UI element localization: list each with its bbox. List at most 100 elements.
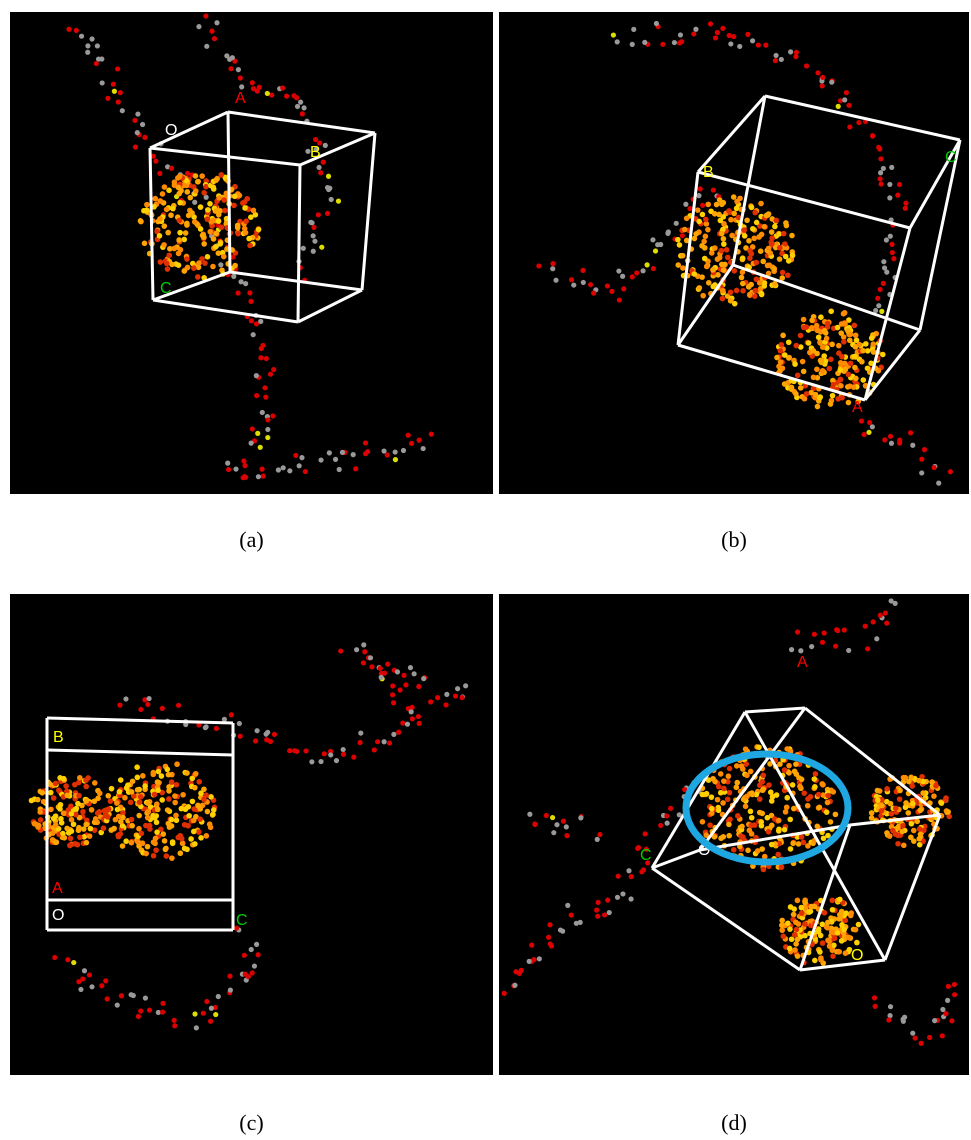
atom — [908, 430, 914, 436]
atom — [374, 739, 381, 745]
cluster-atom — [145, 800, 151, 807]
cluster-atom — [730, 194, 737, 200]
cluster-atom — [794, 936, 801, 943]
cluster-atom — [57, 806, 63, 812]
cluster-atom — [34, 796, 41, 803]
atom — [371, 747, 377, 753]
atom — [897, 440, 903, 446]
atom — [269, 92, 275, 98]
atom — [389, 692, 396, 698]
cluster-atom — [134, 787, 141, 793]
cluster-atom — [786, 355, 792, 361]
cluster-atom — [854, 939, 860, 946]
atom — [369, 664, 375, 670]
cluster-atom — [855, 398, 862, 405]
cluster-atom — [830, 377, 836, 384]
atom — [550, 261, 556, 267]
atom — [215, 993, 221, 1000]
atom — [390, 683, 396, 689]
atom — [252, 738, 259, 744]
cluster-atom — [210, 236, 217, 242]
cluster-atom — [817, 339, 823, 345]
cluster-atom — [198, 790, 204, 797]
cluster-atom — [879, 351, 886, 358]
atom — [316, 164, 322, 171]
cluster-atom — [805, 796, 811, 802]
cluster-atom — [191, 806, 198, 812]
cluster-atom — [216, 195, 223, 201]
cluster-atom — [758, 290, 765, 297]
cluster-atom — [726, 789, 733, 796]
atom — [378, 674, 384, 680]
cluster-atom — [798, 834, 805, 840]
cluster-atom — [842, 950, 849, 956]
cluster-atom — [842, 917, 849, 924]
atom — [230, 254, 236, 260]
atom — [400, 447, 407, 454]
cluster-atom — [819, 344, 826, 351]
cluster-atom — [100, 825, 107, 832]
cluster-atom — [846, 946, 853, 953]
atom — [557, 927, 564, 933]
cluster-atom — [168, 779, 175, 785]
cluster-atom — [108, 785, 115, 792]
atom — [939, 1033, 945, 1039]
cluster-atom — [77, 774, 83, 781]
atom — [224, 53, 230, 59]
cluster-atom — [203, 833, 210, 839]
cluster-atom — [134, 764, 140, 770]
atom — [878, 181, 884, 187]
atom — [115, 99, 121, 105]
atom — [255, 474, 262, 480]
atom — [931, 464, 937, 471]
cluster-atom — [87, 825, 94, 832]
cluster-atom — [759, 787, 766, 794]
cluster-atom — [787, 846, 794, 852]
atom — [392, 449, 398, 455]
atom — [408, 440, 415, 446]
cluster-atom — [719, 261, 725, 268]
cluster-atom — [842, 366, 849, 373]
atom — [172, 1023, 178, 1029]
cluster-atom — [70, 821, 77, 828]
atom — [870, 619, 876, 625]
cluster-atom — [719, 287, 726, 294]
cluster-atom — [781, 381, 788, 387]
cluster-atom — [181, 268, 188, 274]
atom — [720, 25, 726, 31]
atom — [138, 706, 144, 713]
cluster-atom — [37, 809, 43, 815]
cell-edge — [799, 958, 886, 972]
cluster-atom — [815, 928, 822, 935]
atom — [218, 262, 224, 268]
atom — [763, 42, 769, 48]
atom — [673, 220, 679, 226]
cluster-atom — [247, 242, 253, 249]
atom — [788, 647, 795, 653]
atom — [326, 186, 332, 193]
atom — [400, 720, 406, 726]
cluster-atom — [906, 778, 912, 785]
cluster-atom — [791, 768, 798, 775]
cluster-atom — [720, 267, 727, 273]
cluster-atom — [860, 347, 866, 354]
cluster-atom — [161, 223, 168, 229]
cluster-atom — [818, 359, 825, 366]
cluster-atom — [767, 761, 773, 767]
atom — [397, 687, 403, 693]
atom — [318, 758, 324, 765]
cluster-atom — [170, 205, 176, 212]
cluster-atom — [840, 310, 847, 317]
atom — [265, 426, 271, 433]
atom — [333, 757, 340, 764]
atom — [856, 119, 862, 126]
cluster-atom — [58, 815, 64, 822]
cluster-atom — [855, 921, 862, 928]
atom — [86, 972, 93, 978]
cluster-atom — [748, 822, 755, 829]
cluster-atom — [153, 819, 160, 826]
atom — [887, 195, 893, 201]
atom — [312, 238, 318, 244]
cluster-atom — [829, 392, 836, 399]
cluster-atom — [841, 926, 848, 933]
